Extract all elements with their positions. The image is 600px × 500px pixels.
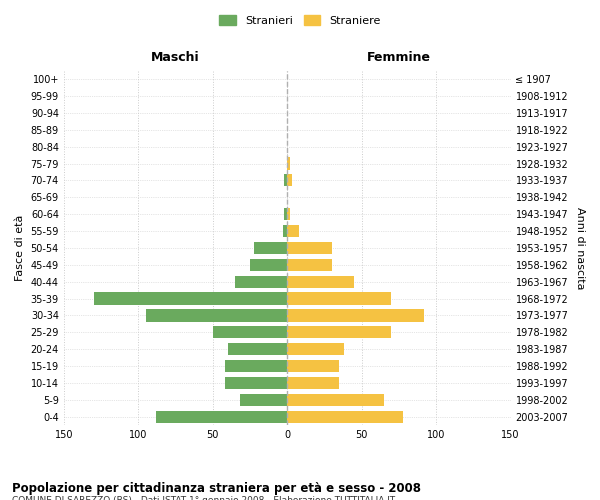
Bar <box>254 242 287 254</box>
Text: COMUNE DI SAREZZO (BS) - Dati ISTAT 1° gennaio 2008 - Elaborazione TUTTITALIA.IT: COMUNE DI SAREZZO (BS) - Dati ISTAT 1° g… <box>12 496 395 500</box>
Bar <box>250 258 287 271</box>
Bar <box>287 174 292 186</box>
Bar <box>284 208 287 220</box>
Bar <box>156 410 287 423</box>
Text: Popolazione per cittadinanza straniera per età e sesso - 2008: Popolazione per cittadinanza straniera p… <box>12 482 421 495</box>
Text: Femmine: Femmine <box>367 50 431 64</box>
Bar <box>287 410 403 423</box>
Bar <box>287 343 344 355</box>
Bar <box>287 360 340 372</box>
Bar <box>287 242 332 254</box>
Bar <box>213 326 287 338</box>
Bar <box>287 158 290 170</box>
Bar <box>287 258 332 271</box>
Bar <box>284 174 287 186</box>
Bar <box>287 208 290 220</box>
Bar <box>287 326 391 338</box>
Y-axis label: Anni di nascita: Anni di nascita <box>575 206 585 289</box>
Bar <box>283 225 287 237</box>
Bar <box>235 276 287 288</box>
Bar <box>287 377 340 389</box>
Legend: Stranieri, Straniere: Stranieri, Straniere <box>215 10 385 30</box>
Bar <box>287 310 424 322</box>
Text: Maschi: Maschi <box>151 50 200 64</box>
Bar <box>287 225 299 237</box>
Bar <box>287 276 354 288</box>
Bar <box>227 343 287 355</box>
Bar <box>224 360 287 372</box>
Bar <box>94 292 287 304</box>
Bar <box>146 310 287 322</box>
Bar <box>239 394 287 406</box>
Bar <box>287 394 384 406</box>
Y-axis label: Fasce di età: Fasce di età <box>15 214 25 281</box>
Bar <box>287 292 391 304</box>
Bar <box>224 377 287 389</box>
